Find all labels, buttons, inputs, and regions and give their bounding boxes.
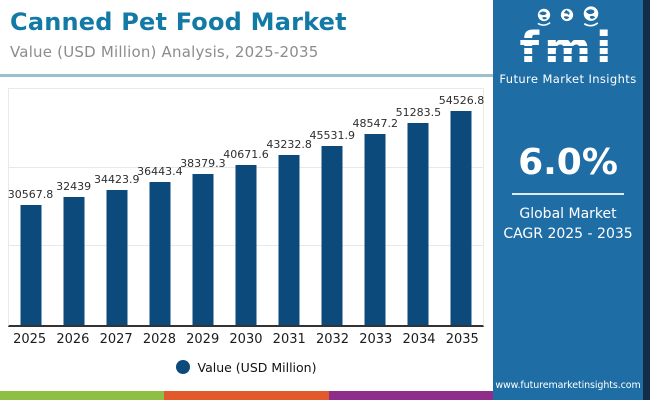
strip-green bbox=[0, 391, 165, 400]
bar-2031 bbox=[278, 154, 300, 325]
website-link[interactable]: www.futuremarketinsights.com bbox=[495, 380, 641, 391]
bar-value-label: 54526.8 bbox=[438, 93, 485, 107]
fmi-logo: fmi Future Market Insights bbox=[493, 6, 643, 86]
cagr-label-line2: CAGR 2025 - 2035 bbox=[503, 226, 633, 243]
logo-globe-icons bbox=[493, 6, 643, 28]
x-axis-label-2033: 2033 bbox=[359, 332, 393, 347]
bar-2028 bbox=[149, 181, 171, 325]
x-axis-label-2032: 2032 bbox=[315, 332, 350, 347]
bar-column-2031: 43232.8 bbox=[266, 89, 312, 325]
strip-purple bbox=[328, 391, 493, 400]
bar-value-label: 36443.4 bbox=[137, 164, 183, 178]
bar-value-label: 32439 bbox=[56, 180, 92, 194]
bar-2027 bbox=[106, 189, 128, 325]
bar-column-2034: 51283.5 bbox=[395, 89, 442, 325]
bar-value-label: 30567.8 bbox=[7, 187, 54, 201]
bar-2025 bbox=[20, 204, 42, 325]
bar-2030 bbox=[235, 165, 257, 325]
x-axis-labels: 2025 2026 2027 2028 2029 2030 2031 2032 2033 2034… bbox=[8, 332, 484, 347]
bar-column-2028: 36443.4 bbox=[137, 89, 183, 325]
logo-stripes-overlay bbox=[519, 32, 617, 65]
bar-chart-plot-area: 30567.8 32439 34423.9 36443.4 38379.3 40671.6… bbox=[8, 88, 484, 327]
bar-column-2032: 45531.9 bbox=[309, 89, 355, 325]
chart-legend: Value (USD Million) bbox=[8, 356, 484, 378]
cagr-value: 6.0% bbox=[518, 142, 618, 183]
bar-column-2035: 54526.8 bbox=[438, 89, 485, 325]
bar-2029 bbox=[192, 174, 214, 325]
bar-value-label: 51283.5 bbox=[395, 106, 442, 120]
header: Canned Pet Food Market Value (USD Millio… bbox=[10, 8, 480, 61]
bar-column-2030: 40671.6 bbox=[223, 89, 269, 325]
x-axis-label-2034: 2034 bbox=[402, 332, 436, 347]
x-axis-label-2029: 2029 bbox=[186, 332, 220, 347]
bar-value-label: 45531.9 bbox=[309, 128, 355, 142]
logo-subtext: Future Market Insights bbox=[499, 71, 637, 86]
x-axis-label-2031: 2031 bbox=[272, 332, 306, 347]
page-title: Canned Pet Food Market bbox=[10, 8, 347, 36]
bar-column-2026: 32439 bbox=[52, 89, 95, 325]
strip-orange bbox=[164, 391, 329, 400]
x-axis-label-2027: 2027 bbox=[99, 332, 133, 347]
globe-icon bbox=[537, 8, 551, 26]
legend-marker-icon bbox=[175, 360, 190, 374]
bar-2035 bbox=[450, 110, 472, 325]
bar-columns: 30567.8 32439 34423.9 36443.4 38379.3 40671.6… bbox=[7, 89, 485, 325]
logo-wordmark: fmi bbox=[519, 26, 617, 71]
bar-value-label: 34423.9 bbox=[93, 172, 140, 186]
brand-color-strip bbox=[0, 391, 493, 400]
bar-value-label: 38379.3 bbox=[180, 157, 226, 171]
bar-column-2027: 34423.9 bbox=[93, 89, 140, 325]
cagr-block: 6.0% Global Market CAGR 2025 - 2035 bbox=[493, 142, 643, 245]
x-axis-label-2028: 2028 bbox=[142, 332, 176, 347]
bar-2032 bbox=[321, 145, 343, 325]
bar-value-label: 40671.6 bbox=[223, 148, 269, 162]
bar-column-2025: 30567.8 bbox=[7, 89, 54, 325]
bar-value-label: 48547.2 bbox=[352, 117, 399, 131]
globe-icon bbox=[583, 6, 599, 27]
sidebar: fmi Future Market Insights 6.0% Global M… bbox=[493, 0, 650, 400]
x-axis-label-2026: 2026 bbox=[56, 332, 90, 347]
bar-column-2029: 38379.3 bbox=[180, 89, 226, 325]
globe-icon bbox=[560, 8, 574, 22]
sidebar-dark-edge bbox=[643, 0, 650, 400]
page-subtitle: Value (USD Million) Analysis, 2025-2035 bbox=[10, 43, 319, 61]
bar-2034 bbox=[407, 123, 429, 325]
cagr-divider bbox=[512, 193, 624, 195]
bar-value-label: 43232.8 bbox=[266, 137, 312, 151]
bar-2026 bbox=[63, 197, 85, 325]
header-divider bbox=[0, 74, 493, 77]
x-axis-label-2030: 2030 bbox=[229, 332, 263, 347]
cagr-label-line1: Global Market bbox=[519, 206, 617, 222]
legend-label: Value (USD Million) bbox=[197, 359, 317, 375]
chart-panel: Canned Pet Food Market Value (USD Millio… bbox=[0, 8, 493, 400]
x-axis-label-2035: 2035 bbox=[445, 332, 479, 347]
bar-2033 bbox=[364, 134, 386, 325]
x-axis-label-2025: 2025 bbox=[13, 332, 47, 347]
bar-column-2033: 48547.2 bbox=[352, 89, 399, 325]
